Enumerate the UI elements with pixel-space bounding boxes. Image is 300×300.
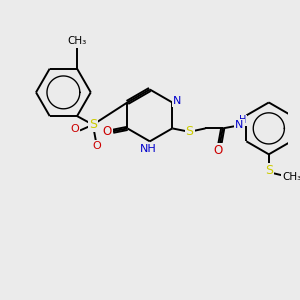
Text: S: S bbox=[265, 164, 273, 177]
Text: CH₃: CH₃ bbox=[68, 36, 87, 46]
Text: S: S bbox=[89, 118, 97, 131]
Text: S: S bbox=[186, 125, 194, 138]
Text: H: H bbox=[239, 115, 247, 125]
Text: O: O bbox=[214, 144, 223, 157]
Text: NH: NH bbox=[140, 144, 157, 154]
Text: O: O bbox=[103, 125, 112, 138]
Text: N: N bbox=[173, 96, 182, 106]
Text: CH₃: CH₃ bbox=[282, 172, 300, 182]
Text: N: N bbox=[235, 120, 244, 130]
Text: O: O bbox=[93, 141, 102, 151]
Text: O: O bbox=[70, 124, 79, 134]
